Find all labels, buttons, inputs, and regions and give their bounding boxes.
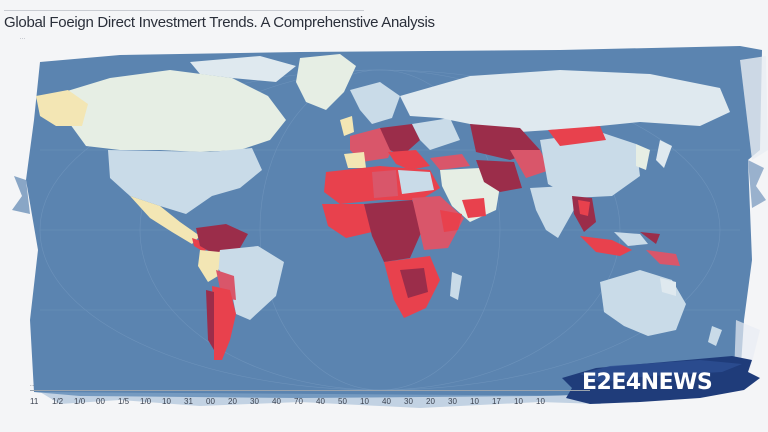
axis-line [30,390,590,391]
korea-japan [636,144,650,170]
west-africa [322,204,372,238]
timeline-axis: ... 11 1/2 1/0 00 1/5 1/0 10 31 00 20 30 40 70 40 50 10… [30,382,750,412]
central-europe [380,124,420,156]
madagascar [450,272,462,300]
uk [340,116,354,136]
axis-tick: 50 [338,397,347,406]
mongolia [548,126,606,146]
axis-tick: 10 [360,397,369,406]
argentina-chile [212,286,236,360]
axis-tick: 10 [536,397,545,406]
axis-tick: 40 [382,397,391,406]
axis-caption: ... [30,382,35,388]
gulf [462,198,486,218]
mexico [130,196,200,244]
axis-tick: 40 [272,397,281,406]
russia [400,70,730,132]
east-africa [412,196,464,250]
axis-tick: 00 [96,397,105,406]
axis-tick: 30 [404,397,413,406]
axis-tick: 1/0 [74,397,86,406]
usa [108,148,262,214]
axis-tick: 17 [492,397,501,406]
axis-tick: 20 [228,397,237,406]
turkey [430,154,470,170]
iran [476,160,522,192]
india [530,186,576,238]
alaska [36,90,88,126]
axis-tick: 1/2 [52,397,64,406]
brand-logo[interactable]: E2E4NEWS [560,356,760,408]
axis-tick: 31 [184,397,193,406]
peru [198,250,220,282]
axis-tick: 1/0 [140,397,152,406]
axis-tick: 40 [316,397,325,406]
axis-tick: 10 [162,397,171,406]
china [540,132,640,198]
new-zealand [708,326,722,346]
brand-name: E2E4NEWS [582,370,713,395]
indonesia [580,236,632,256]
png [646,250,680,266]
central-africa [364,200,424,262]
axis-tick: 1/5 [118,397,130,406]
brazil [216,246,284,320]
greenland [296,54,356,110]
eastern-europe [412,118,460,150]
scandinavia [350,82,400,124]
axis-tick: 70 [294,397,303,406]
axis-tick: 10 [514,397,523,406]
colombia-venezuela [196,224,248,254]
axis-tick: 11 [30,397,39,406]
axis-tick: 30 [250,397,259,406]
axis-tick: 10 [470,397,479,406]
central-asia [510,150,550,178]
axis-tick: 30 [448,397,457,406]
italy-balkans [388,150,430,170]
axis-tick: 00 [206,397,215,406]
iberia [344,152,366,168]
canada [64,70,286,152]
page-title: Global Foeign Direct Investmert Trends. … [4,14,435,31]
axis-tick: 20 [426,397,435,406]
title-rule [4,10,364,11]
page-subtitle: ... [20,35,26,41]
